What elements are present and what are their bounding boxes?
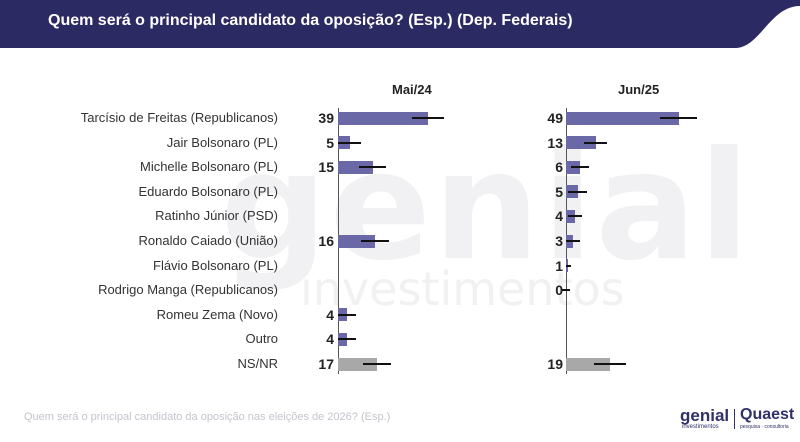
bar <box>566 136 596 150</box>
data-label: 6 <box>555 159 563 176</box>
data-label: 13 <box>547 134 563 151</box>
category-label: Michelle Bolsonaro (PL) <box>139 159 278 175</box>
error-bar <box>566 240 580 242</box>
data-label: 39 <box>318 110 334 126</box>
data-label: 4 <box>555 208 563 225</box>
data-label: 4 <box>326 331 334 348</box>
bar <box>338 357 378 371</box>
error-bar <box>562 289 570 292</box>
error-bar <box>568 215 583 218</box>
category-label: NS/NR <box>237 356 278 371</box>
error-bar <box>358 166 387 169</box>
error-bar <box>660 117 698 119</box>
quaest-logo-sub: pesquisa · consultoria <box>740 424 789 430</box>
data-label: 3 <box>555 233 563 249</box>
data-label: 19 <box>547 356 563 372</box>
data-label: 15 <box>318 159 334 176</box>
error-bar <box>361 240 389 242</box>
data-label: 4 <box>326 306 334 323</box>
page-title: Quem será o principal candidato da oposi… <box>48 12 573 29</box>
category-label: Flávio Bolsonaro (PL) <box>153 257 278 273</box>
error-bar <box>570 166 589 169</box>
data-label: 17 <box>318 356 334 372</box>
bar <box>338 234 375 248</box>
category-label: Outro <box>245 331 278 347</box>
data-label: 5 <box>555 183 563 200</box>
error-bar <box>584 141 608 144</box>
error-bar <box>568 190 587 193</box>
category-label: Jair Bolsonaro (PL) <box>166 134 278 150</box>
error-bar <box>338 141 361 144</box>
logo-divider <box>734 409 735 429</box>
category-label: Eduardo Bolsonaro (PL) <box>138 183 278 199</box>
bar <box>338 111 428 125</box>
error-bar <box>593 363 626 365</box>
bar <box>566 357 610 371</box>
watermark-sub: investimentos <box>300 262 625 316</box>
data-label: 1 <box>555 257 563 274</box>
error-bar <box>338 338 357 341</box>
series-title: Jun/25 <box>618 82 660 97</box>
category-label: Tarcísio de Freitas (Republicanos) <box>80 110 278 125</box>
data-label: 5 <box>326 134 334 151</box>
data-label: 0 <box>555 282 563 299</box>
error-bar <box>363 363 391 365</box>
data-label: 16 <box>318 233 334 249</box>
header-banner: Quem será o principal candidato da oposi… <box>0 0 800 48</box>
series-title: Mai/24 <box>392 82 432 97</box>
header-shape <box>0 0 800 48</box>
error-bar <box>338 313 357 316</box>
error-bar <box>411 117 444 119</box>
quaest-logo-text: Quaest <box>740 406 795 423</box>
genial-logo-sub: investimentos <box>682 424 719 430</box>
footer-question: Quem será o principal candidato da oposi… <box>24 411 391 423</box>
category-label: Romeu Zema (Novo) <box>156 306 278 322</box>
category-label: Ronaldo Caiado (União) <box>138 233 278 248</box>
watermark-logo: genial <box>220 120 752 294</box>
bar <box>566 111 679 125</box>
category-label: Rodrigo Manga (Republicanos) <box>98 282 278 298</box>
genial-logo-text: genial <box>680 406 730 425</box>
category-label: Ratinho Júnior (PSD) <box>155 208 278 224</box>
genial-logo: genial investimentos <box>680 406 730 430</box>
quaest-logo: Quaest pesquisa · consultoria <box>740 406 795 430</box>
data-label: 49 <box>547 110 563 126</box>
error-bar <box>566 264 571 267</box>
bar <box>338 160 373 174</box>
